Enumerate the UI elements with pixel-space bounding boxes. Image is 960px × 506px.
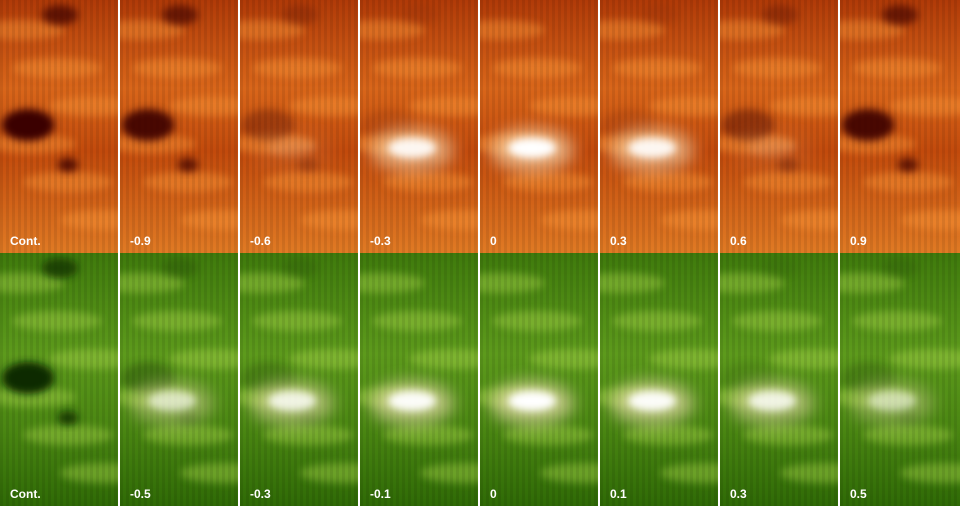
image-panel: -0.5 [120, 253, 240, 506]
dark-feature [282, 5, 318, 25]
panel-content [240, 253, 360, 506]
bright-core [508, 138, 556, 158]
panel-label: -0.1 [370, 487, 391, 501]
bright-core [388, 391, 436, 411]
dark-feature [2, 362, 54, 394]
bright-core [628, 138, 676, 158]
panel-label: 0.9 [850, 234, 867, 248]
panel-label: -0.9 [130, 234, 151, 248]
dark-feature [58, 411, 78, 425]
dark-feature [122, 109, 174, 141]
dark-feature [178, 158, 198, 172]
bright-core [508, 391, 556, 411]
image-panel: -0.9 [120, 0, 240, 253]
dark-feature [42, 5, 78, 25]
panel-content [600, 253, 720, 506]
stripes [480, 253, 600, 506]
image-panel: -0.6 [240, 0, 360, 253]
dark-feature [162, 258, 198, 278]
image-panel: 0.3 [720, 253, 840, 506]
panel-content [480, 253, 600, 506]
image-panel: -0.3 [240, 253, 360, 506]
panel-content [840, 0, 960, 253]
bright-core [868, 391, 916, 411]
panel-label: -0.3 [370, 234, 391, 248]
dark-feature [58, 158, 78, 172]
panel-label: Cont. [10, 487, 41, 501]
image-panel: Cont. [0, 253, 120, 506]
panel-content [120, 0, 240, 253]
stripes [600, 253, 720, 506]
dark-feature [642, 5, 678, 25]
panel-label: 0.5 [850, 487, 867, 501]
image-panel: 0.1 [600, 253, 720, 506]
dark-feature [898, 158, 918, 172]
bright-core [748, 138, 796, 158]
panel-label: -0.3 [250, 487, 271, 501]
dark-feature [842, 109, 894, 141]
panel-content [480, 0, 600, 253]
bright-core [748, 391, 796, 411]
panel-content [360, 0, 480, 253]
panel-content [120, 253, 240, 506]
dark-feature [882, 5, 918, 25]
dark-feature [882, 258, 918, 278]
image-panel: 0.9 [840, 0, 960, 253]
panel-label: -0.6 [250, 234, 271, 248]
image-panel: -0.1 [360, 253, 480, 506]
panel-content [720, 253, 840, 506]
panel-label: 0.3 [610, 234, 627, 248]
panel-label: -0.5 [130, 487, 151, 501]
image-panel: 0.6 [720, 0, 840, 253]
bright-core [628, 391, 676, 411]
dark-feature [762, 258, 798, 278]
panel-label: 0 [490, 234, 497, 248]
panel-label: 0 [490, 487, 497, 501]
stripes [360, 253, 480, 506]
panel-label: 0.1 [610, 487, 627, 501]
dark-feature [42, 258, 78, 278]
panel-label: Cont. [10, 234, 41, 248]
image-panel: 0 [480, 253, 600, 506]
panel-label: 0.3 [730, 487, 747, 501]
panel-content [720, 0, 840, 253]
panel-content [360, 253, 480, 506]
dark-feature [282, 258, 318, 278]
dark-feature [162, 5, 198, 25]
image-panel: 0 [480, 0, 600, 253]
stripes [480, 0, 600, 253]
image-panel: Cont. [0, 0, 120, 253]
bright-core [388, 138, 436, 158]
image-panel: 0.3 [600, 0, 720, 253]
dark-feature [762, 5, 798, 25]
image-panel: -0.3 [360, 0, 480, 253]
dark-feature [402, 5, 438, 25]
panel-content [840, 253, 960, 506]
panel-label: 0.6 [730, 234, 747, 248]
dark-feature [2, 109, 54, 141]
image-panel: 0.5 [840, 253, 960, 506]
panel-content [0, 253, 120, 506]
bright-core [148, 391, 196, 411]
panel-content [600, 0, 720, 253]
bright-core [268, 138, 316, 158]
panel-content [0, 0, 120, 253]
bright-core [268, 391, 316, 411]
panel-content [240, 0, 360, 253]
